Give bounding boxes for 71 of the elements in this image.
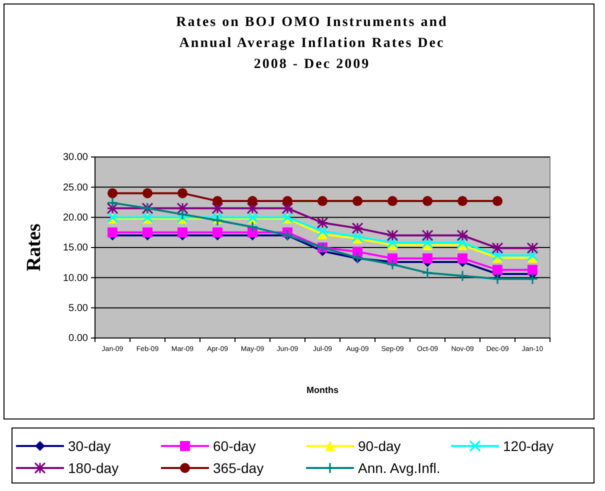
point	[176, 202, 188, 214]
point	[456, 270, 468, 282]
point	[422, 267, 434, 279]
point	[422, 236, 434, 249]
chart-title: Rates on BOJ OMO Instruments and Annual Average Inflation Rates Dec 2008 - Dec 2009	[176, 15, 448, 72]
point	[178, 188, 188, 198]
point	[176, 211, 188, 224]
point	[526, 249, 538, 262]
point	[492, 264, 502, 275]
point	[526, 242, 538, 254]
point	[316, 225, 328, 238]
point	[212, 227, 222, 238]
point	[458, 253, 468, 264]
point	[386, 258, 398, 270]
point	[492, 249, 504, 262]
y-tick-label: 30.00	[62, 152, 88, 164]
point	[142, 211, 154, 224]
point	[316, 216, 328, 229]
point	[352, 196, 362, 206]
point	[246, 202, 258, 214]
legend-label: 30-day	[68, 438, 111, 454]
point	[248, 196, 258, 206]
legend-label: 120-day	[503, 438, 554, 454]
point	[386, 230, 398, 242]
point	[246, 221, 258, 233]
point	[422, 196, 432, 206]
point	[212, 196, 222, 206]
point	[246, 211, 258, 224]
point	[318, 196, 328, 206]
point	[106, 197, 118, 209]
y-axis-title: Rates	[23, 223, 45, 272]
legend-label: 60-day	[213, 438, 256, 454]
legend-label: 365-day	[213, 460, 264, 476]
x-axis-title: Months	[306, 385, 338, 395]
y-tick-label: 5.00	[68, 303, 88, 314]
point	[456, 230, 468, 242]
point	[422, 230, 434, 242]
point	[388, 196, 398, 206]
point	[492, 196, 502, 206]
point	[106, 211, 118, 224]
legend-label: Ann. Avg.Infl.	[358, 460, 440, 476]
point	[212, 211, 224, 224]
y-tick-label: 15.00	[62, 242, 88, 254]
y-tick-label: 10.00	[62, 272, 88, 284]
point	[386, 236, 398, 249]
point	[176, 208, 188, 220]
point	[282, 211, 294, 224]
y-tick-label: 0.00	[68, 333, 88, 344]
point	[212, 202, 224, 214]
point	[458, 196, 468, 206]
legend-label: 180-day	[68, 460, 119, 476]
point	[456, 236, 468, 249]
point	[352, 222, 364, 234]
point	[526, 273, 538, 285]
point	[492, 273, 504, 285]
y-tick-label: 25.00	[62, 182, 88, 194]
point	[142, 188, 152, 198]
point	[142, 227, 152, 238]
y-tick-label: 20.00	[62, 212, 88, 224]
point	[352, 230, 364, 243]
point	[492, 242, 504, 254]
point	[108, 227, 118, 238]
point	[178, 227, 188, 238]
point	[528, 264, 538, 275]
point	[282, 202, 294, 214]
point	[106, 202, 118, 214]
point	[108, 188, 118, 198]
point	[422, 253, 432, 264]
point	[212, 214, 224, 226]
legend-label: 90-day	[358, 438, 401, 454]
point	[282, 196, 292, 206]
